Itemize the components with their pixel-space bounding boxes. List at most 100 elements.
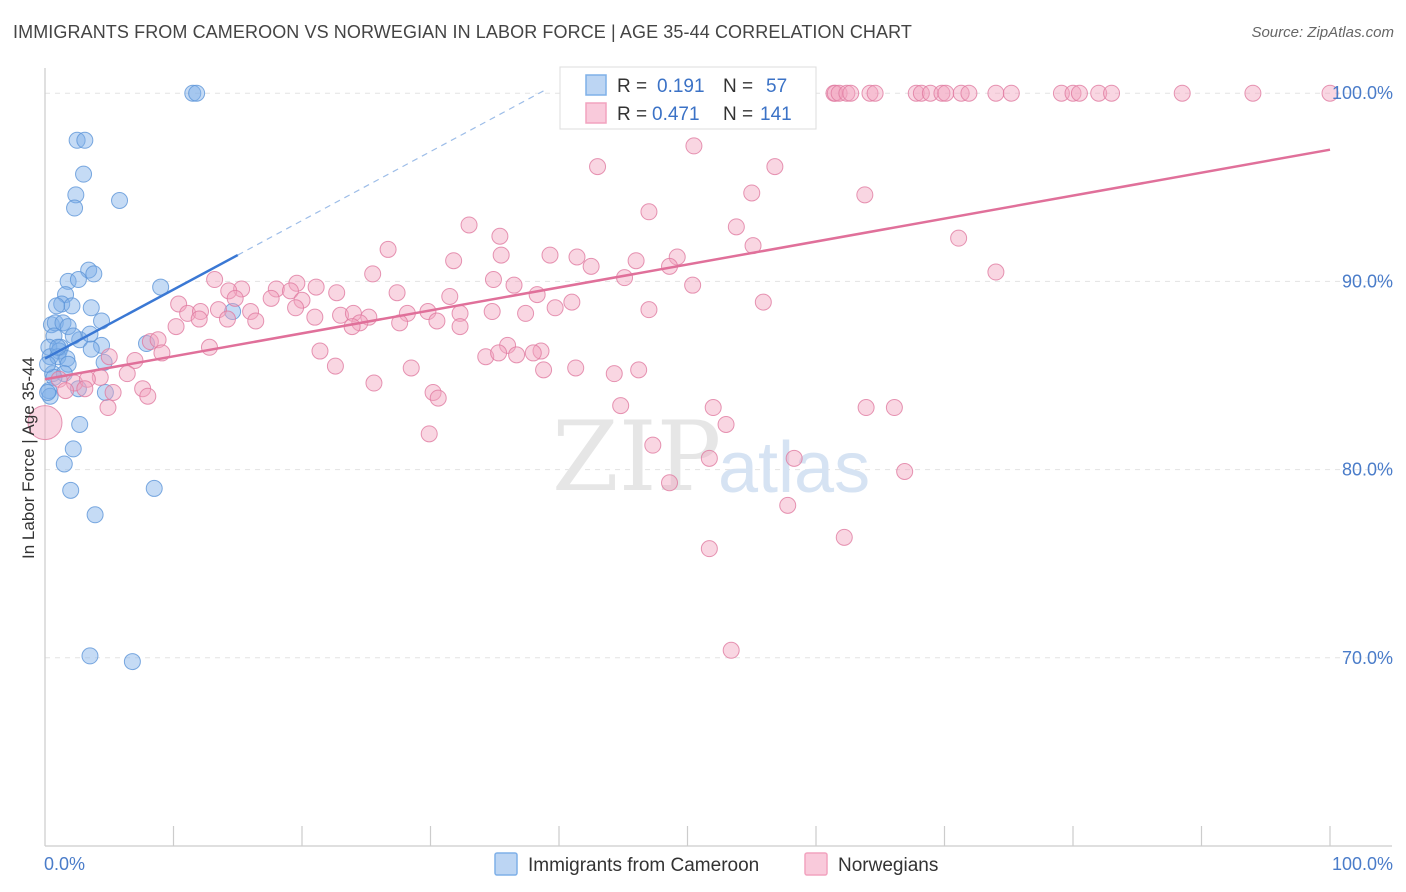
data-point	[326, 357, 344, 375]
data-point	[1321, 84, 1339, 102]
data-point	[190, 310, 208, 328]
data-point	[388, 284, 406, 302]
data-point	[149, 331, 167, 349]
chart-title: IMMIGRANTS FROM CAMEROON VS NORWEGIAN IN…	[13, 22, 912, 42]
data-point	[627, 252, 645, 270]
data-point	[933, 84, 951, 102]
data-point	[66, 199, 84, 217]
legend-n-label: N =	[723, 104, 753, 125]
y-tick-label: 80.0%	[1342, 460, 1393, 480]
data-point	[838, 84, 856, 102]
data-point	[535, 361, 553, 379]
data-point	[123, 653, 141, 671]
legend-swatch-cameroon	[585, 74, 607, 96]
bottom-legend-norwegians: Norwegians	[838, 855, 938, 876]
data-point	[441, 287, 459, 305]
y-tick-labels: 70.0% 80.0% 90.0% 100.0%	[1332, 83, 1393, 668]
legend-swatch-norwegians	[585, 102, 607, 124]
data-point	[661, 474, 679, 492]
data-point	[429, 389, 447, 407]
data-point	[754, 293, 772, 311]
data-point	[402, 359, 420, 377]
data-point	[63, 297, 81, 315]
data-point	[111, 191, 129, 209]
data-point	[907, 84, 925, 102]
data-point	[491, 227, 509, 245]
data-point	[1064, 84, 1082, 102]
data-point	[861, 84, 879, 102]
data-point	[567, 359, 585, 377]
data-point	[842, 84, 860, 102]
data-point	[311, 342, 329, 360]
data-point	[685, 137, 703, 155]
data-point	[866, 84, 884, 102]
data-point	[717, 415, 735, 433]
axes	[44, 68, 1392, 847]
data-point	[428, 312, 446, 330]
data-point	[921, 84, 939, 102]
data-point	[950, 229, 968, 247]
data-point	[233, 280, 251, 298]
data-point	[704, 399, 722, 417]
data-point	[59, 318, 77, 336]
data-point	[826, 84, 844, 102]
data-point	[785, 449, 803, 467]
data-point	[145, 479, 163, 497]
data-point	[505, 276, 523, 294]
x-tick-label: 0.0%	[44, 854, 85, 874]
data-point	[1103, 84, 1121, 102]
watermark-atlas: atlas	[718, 428, 870, 508]
data-point	[1052, 84, 1070, 102]
data-point	[100, 348, 118, 366]
legend-n-norwegians: 141	[760, 104, 792, 125]
grid-lines	[45, 92, 1392, 659]
data-point	[332, 306, 350, 324]
data-point	[766, 158, 784, 176]
data-point	[912, 84, 930, 102]
legend-r-label: R =	[617, 104, 647, 125]
data-point	[379, 240, 397, 258]
data-point	[885, 399, 903, 417]
data-point	[856, 186, 874, 204]
legend-n-cameroon: 57	[766, 76, 787, 97]
data-point	[39, 355, 57, 373]
data-point	[727, 218, 745, 236]
data-point	[517, 304, 535, 322]
data-point	[364, 265, 382, 283]
data-point	[460, 216, 478, 234]
data-point	[1090, 84, 1108, 102]
legend: R = 0.191 N = 57 R = 0.471 N = 141	[559, 66, 817, 130]
series-norwegians-points	[27, 84, 1339, 659]
data-point	[477, 348, 495, 366]
bottom-legend-cameroon: Immigrants from Cameroon	[528, 855, 759, 876]
watermark: ZIP atlas	[552, 401, 870, 513]
data-point	[62, 481, 80, 499]
data-point	[528, 286, 546, 304]
data-point	[987, 84, 1005, 102]
data-point	[99, 399, 117, 417]
data-point	[987, 263, 1005, 281]
data-point	[307, 278, 325, 296]
x-tick-label: 100.0%	[1332, 854, 1393, 874]
data-point	[81, 647, 99, 665]
data-point	[209, 301, 227, 319]
bottom-legend-swatch-cameroon	[494, 852, 518, 876]
trend-line-cameroon	[44, 253, 239, 360]
y-axis-label: In Labor Force | Age 35-44	[19, 357, 38, 559]
trend-line-norwegians	[44, 148, 1331, 381]
data-point	[492, 246, 510, 264]
data-point	[451, 318, 469, 336]
data-point	[206, 271, 224, 289]
data-point	[69, 271, 87, 289]
data-point	[64, 440, 82, 458]
data-point	[582, 257, 600, 275]
data-point	[86, 506, 104, 524]
data-point	[75, 165, 93, 183]
data-point	[281, 282, 299, 300]
legend-r-label: R =	[617, 76, 647, 97]
data-point	[139, 387, 157, 405]
data-point	[546, 299, 564, 317]
data-point	[1244, 84, 1262, 102]
data-point	[328, 284, 346, 302]
